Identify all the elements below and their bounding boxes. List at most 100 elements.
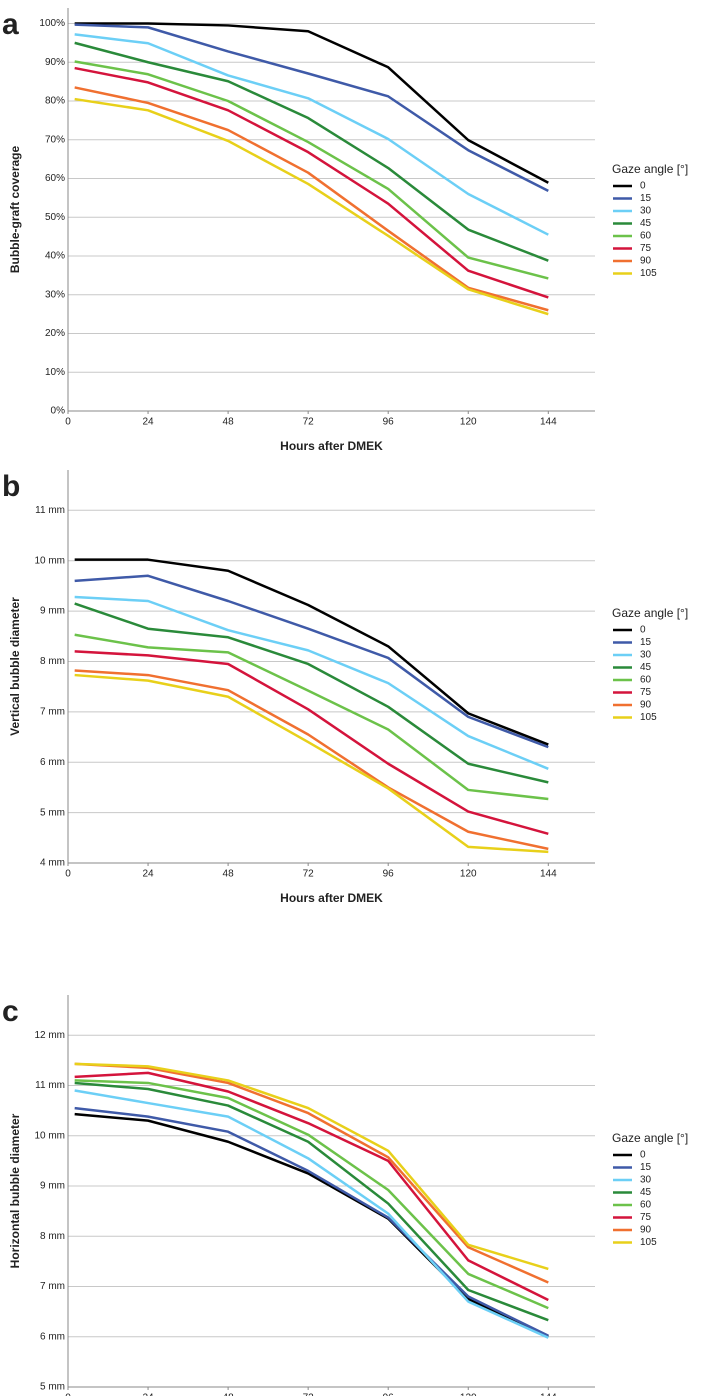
line — [74, 1089, 549, 1339]
y-tick-label: 30% — [45, 289, 65, 300]
x-tick-label: 72 — [303, 417, 315, 428]
legend-label: 15 — [640, 637, 652, 648]
x-tick-label: 96 — [383, 417, 395, 428]
y-tick-label: 80% — [45, 96, 65, 107]
y-axis-title: Horizontal bubble diameter — [8, 1113, 22, 1268]
y-tick-label: 8 mm — [40, 656, 65, 667]
legend-label: 60 — [640, 231, 652, 242]
line — [74, 602, 549, 784]
x-tick-label: 96 — [383, 869, 395, 880]
y-axis-title: Bubble-graft coverage — [8, 145, 22, 273]
line — [74, 633, 549, 801]
legend-label: 105 — [640, 268, 657, 279]
line — [74, 97, 549, 316]
panel-letter: a — [2, 8, 19, 41]
legend-label: 105 — [640, 712, 657, 723]
line — [74, 1062, 549, 1271]
x-tick-label: 144 — [540, 869, 557, 880]
x-axis-title: Hours after DMEK — [280, 439, 383, 453]
line — [74, 558, 549, 746]
line — [74, 1081, 549, 1322]
y-tick-label: 7 mm — [40, 706, 65, 717]
line — [74, 669, 549, 851]
y-tick-label: 9 mm — [40, 606, 65, 617]
y-tick-label: 70% — [45, 134, 65, 145]
legend-label: 75 — [640, 687, 652, 698]
line — [74, 33, 549, 236]
legend-label: 75 — [640, 243, 652, 254]
line — [74, 1079, 549, 1310]
legend-label: 60 — [640, 1200, 652, 1211]
legend-label: 45 — [640, 662, 652, 673]
line — [74, 60, 549, 280]
line — [74, 1106, 549, 1337]
x-tick-label: 120 — [460, 417, 477, 428]
y-tick-label: 12 mm — [34, 1030, 65, 1041]
x-tick-label: 144 — [540, 1393, 557, 1396]
legend-label: 105 — [640, 1237, 657, 1248]
y-tick-label: 11 mm — [35, 1080, 65, 1091]
line — [74, 23, 549, 193]
line — [74, 574, 549, 749]
legend-label: 0 — [640, 1150, 646, 1161]
y-tick-label: 100% — [39, 18, 65, 29]
legend-label: 45 — [640, 218, 652, 229]
y-tick-label: 9 mm — [40, 1181, 65, 1192]
line — [74, 673, 549, 854]
y-tick-label: 10 mm — [34, 1130, 65, 1141]
line — [74, 650, 549, 835]
line — [74, 595, 549, 770]
y-tick-label: 60% — [45, 173, 65, 184]
legend-label: 90 — [640, 1225, 652, 1236]
x-tick-label: 144 — [540, 417, 557, 428]
x-tick-label: 0 — [65, 417, 71, 428]
line — [74, 86, 549, 312]
line — [74, 1071, 549, 1302]
legend-label: 30 — [640, 650, 652, 661]
y-tick-label: 6 mm — [40, 757, 65, 768]
legend-title: Gaze angle [°] — [612, 162, 688, 176]
line — [74, 1112, 549, 1338]
legend-label: 0 — [640, 181, 646, 192]
legend-label: 15 — [640, 1162, 652, 1173]
line — [74, 41, 549, 262]
y-tick-label: 10 mm — [34, 555, 65, 566]
panel-letter: b — [2, 470, 20, 503]
x-tick-label: 0 — [65, 869, 71, 880]
x-axis-title: Hours after DMEK — [280, 891, 383, 905]
y-tick-label: 8 mm — [40, 1231, 65, 1242]
legend-title: Gaze angle [°] — [612, 606, 688, 620]
line — [74, 1062, 549, 1284]
x-tick-label: 48 — [223, 417, 235, 428]
line — [74, 66, 549, 299]
panel-letter: c — [2, 995, 19, 1028]
y-tick-label: 0% — [51, 406, 66, 417]
y-tick-label: 50% — [45, 212, 65, 223]
legend-label: 30 — [640, 1175, 652, 1186]
x-tick-label: 0 — [65, 1393, 71, 1396]
legend-label: 60 — [640, 675, 652, 686]
legend-label: 90 — [640, 256, 652, 267]
x-tick-label: 120 — [460, 869, 477, 880]
x-tick-label: 72 — [303, 1393, 315, 1396]
x-tick-label: 48 — [223, 1393, 235, 1396]
y-tick-label: 40% — [45, 251, 65, 262]
legend-label: 45 — [640, 1187, 652, 1198]
y-tick-label: 7 mm — [40, 1281, 65, 1292]
legend-label: 90 — [640, 700, 652, 711]
x-tick-label: 120 — [460, 1393, 477, 1396]
y-tick-label: 4 mm — [40, 858, 65, 869]
y-axis-title: Vertical bubble diameter — [8, 597, 22, 736]
legend-label: 75 — [640, 1212, 652, 1223]
legend-title: Gaze angle [°] — [612, 1131, 688, 1145]
legend-label: 15 — [640, 193, 652, 204]
y-tick-label: 6 mm — [40, 1331, 65, 1342]
x-tick-label: 24 — [142, 1393, 154, 1396]
x-tick-label: 48 — [223, 869, 235, 880]
y-tick-label: 5 mm — [40, 1382, 65, 1393]
y-tick-label: 90% — [45, 57, 65, 68]
y-tick-label: 10% — [45, 367, 65, 378]
x-tick-label: 96 — [383, 1393, 395, 1396]
